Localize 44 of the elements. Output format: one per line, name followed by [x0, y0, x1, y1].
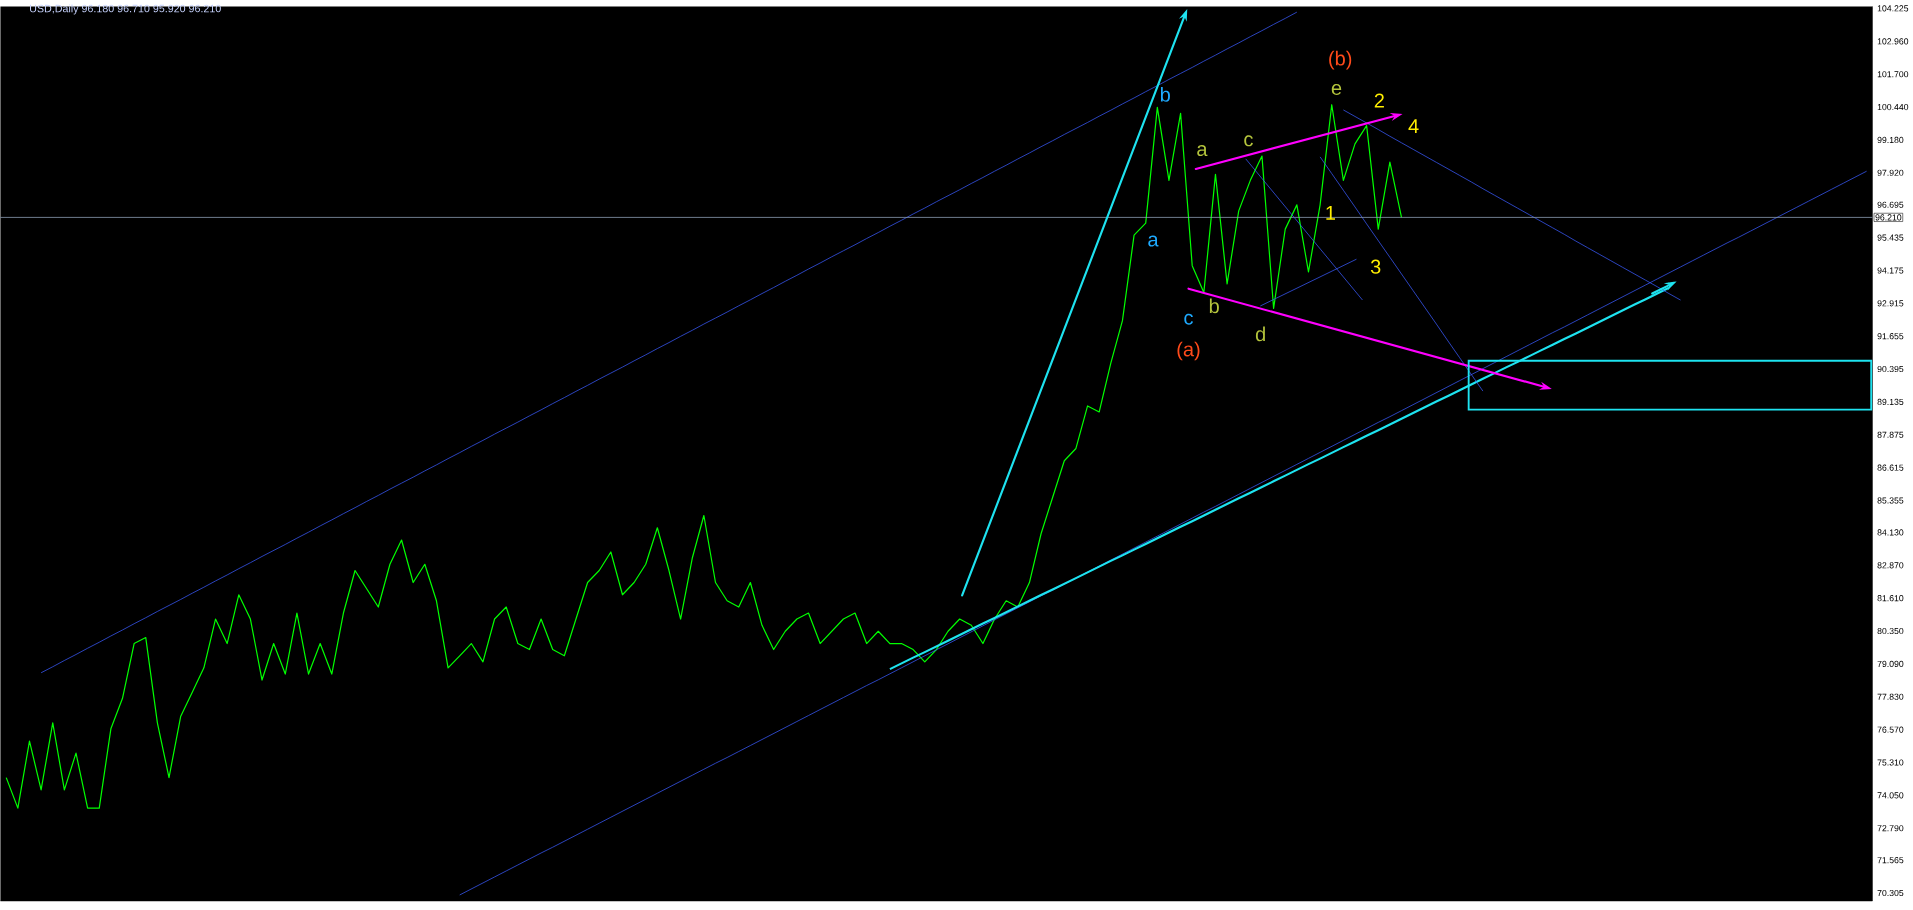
y-tick-label: 99.180 — [1877, 136, 1904, 143]
y-tick-label: 95.435 — [1877, 234, 1904, 241]
y-tick-label: 97.920 — [1877, 169, 1904, 176]
chart-title: USD,Daily 96.180 96.710 95.920 96.210 — [30, 4, 221, 15]
ref-line-label: 96.210 — [1875, 214, 1902, 221]
y-tick-label: 101.700 — [1877, 71, 1909, 78]
y-tick-label: 72.790 — [1877, 825, 1904, 832]
y-tick-label: 89.135 — [1877, 398, 1904, 405]
y-tick-label: 80.350 — [1877, 627, 1904, 635]
annotation: b — [1209, 298, 1219, 314]
annotation: 1 — [1326, 205, 1335, 220]
y-tick-label: 75.310 — [1877, 759, 1904, 766]
y-tick-label: 96.695 — [1877, 201, 1904, 208]
y-tick-label: 91.655 — [1877, 333, 1904, 340]
y-tick-label: 100.440 — [1877, 103, 1909, 111]
y-tick-label: 77.830 — [1877, 693, 1904, 700]
y-tick-label: 92.915 — [1877, 300, 1904, 307]
annotation: d — [1255, 326, 1265, 342]
y-tick-label: 85.355 — [1877, 497, 1904, 504]
y-tick-label: 82.870 — [1877, 562, 1904, 569]
y-tick-label: 87.875 — [1877, 431, 1904, 438]
y-tick-label: 84.130 — [1877, 529, 1904, 536]
annotation: (a) — [1177, 341, 1200, 361]
annotation: c — [1244, 135, 1253, 147]
y-tick-label: 104.225 — [1877, 5, 1909, 12]
annotation: 3 — [1370, 259, 1381, 274]
annotation: 2 — [1374, 93, 1384, 108]
y-tick-label: 94.175 — [1877, 267, 1904, 274]
y-tick-label: 74.050 — [1877, 792, 1904, 799]
y-tick-label: 86.615 — [1877, 464, 1904, 471]
annotation: a — [1148, 235, 1159, 247]
annotation: c — [1184, 313, 1193, 325]
annotation: a — [1197, 145, 1208, 157]
y-tick-label: 70.305 — [1877, 889, 1904, 897]
y-tick-label: 81.610 — [1877, 595, 1904, 602]
annotation: (b) — [1329, 50, 1352, 70]
y-tick-label: 71.565 — [1877, 857, 1904, 864]
annotation: 4 — [1408, 119, 1419, 134]
annotation: b — [1160, 86, 1170, 102]
y-tick-label: 102.960 — [1877, 38, 1909, 45]
annotation: e — [1331, 83, 1342, 95]
y-tick-label: 76.570 — [1877, 726, 1904, 733]
y-tick-label: 79.090 — [1877, 660, 1904, 667]
y-tick-label: 90.395 — [1877, 365, 1904, 373]
